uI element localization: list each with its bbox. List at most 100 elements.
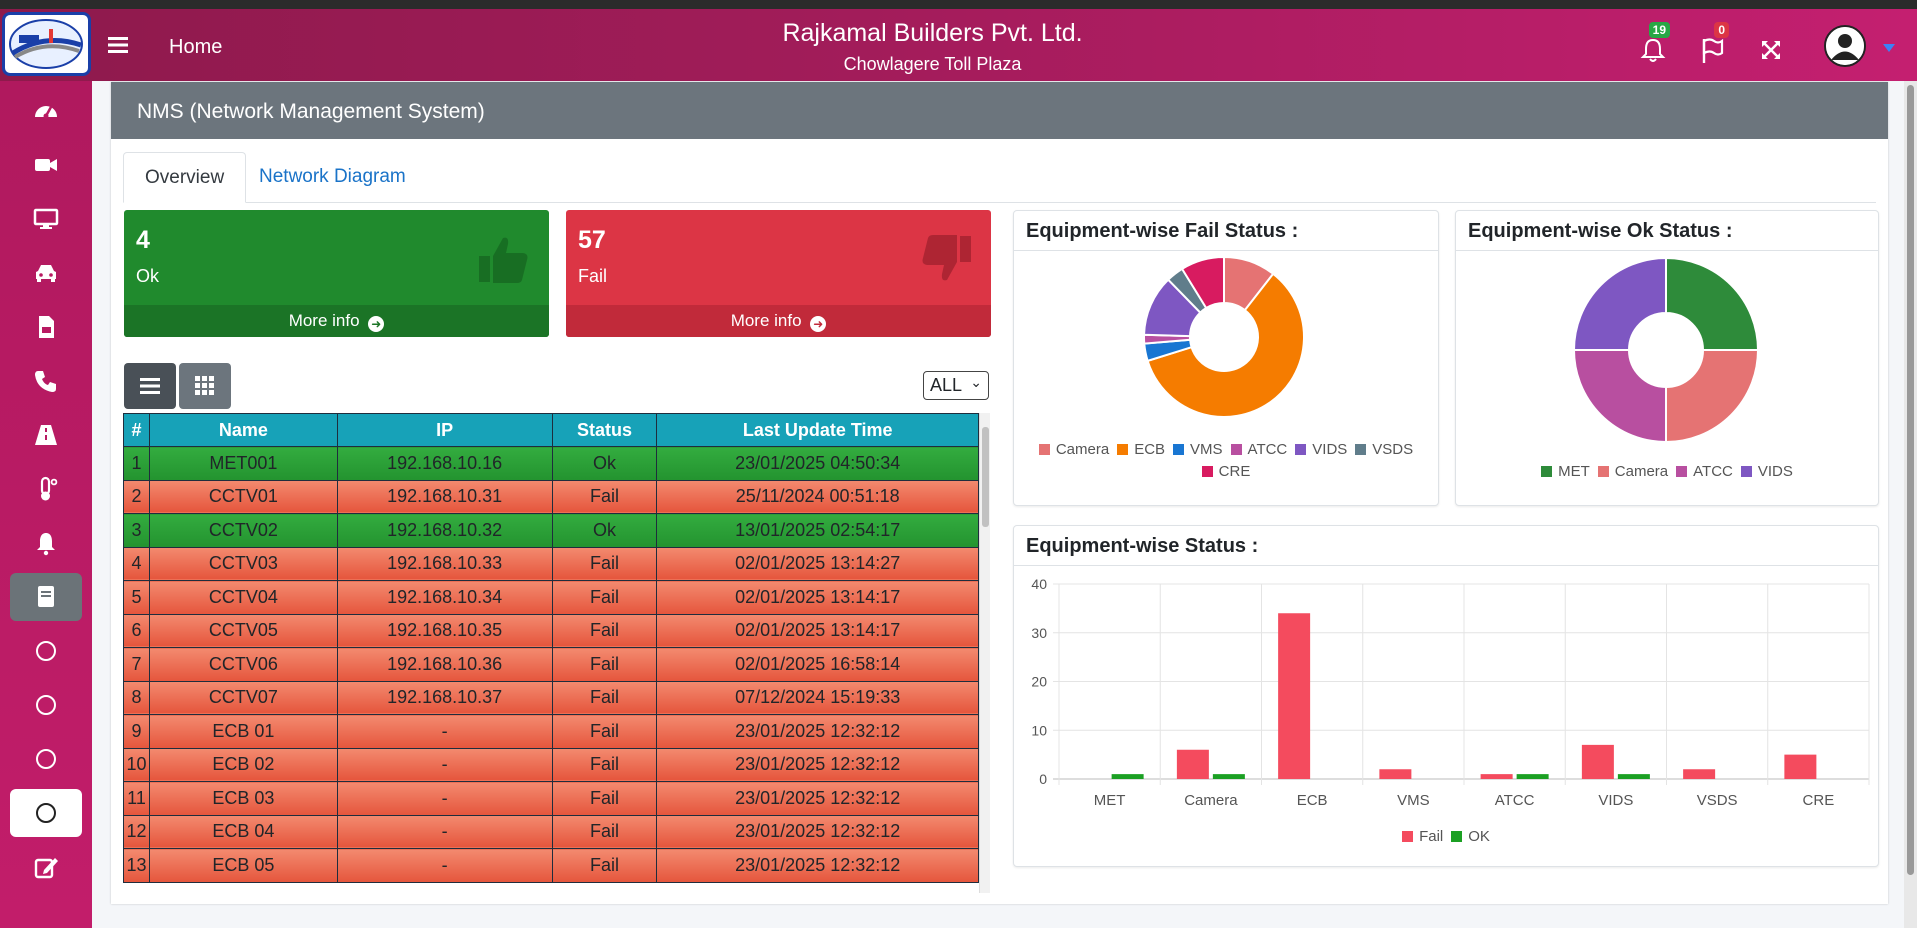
table-row[interactable]: 4 CCTV03 192.168.10.33 Fail 02/01/2025 13:14… [123,546,979,581]
cell-index: 9 [123,714,150,749]
legend-item-atcc[interactable]: ATCC [1230,439,1287,461]
bar-fail-vsds[interactable] [1683,769,1716,779]
user-menu-caret-icon[interactable] [1883,44,1895,52]
fail-more-info-link[interactable]: More info ➜ [566,305,991,337]
table-row[interactable]: 5 CCTV04 192.168.10.34 Fail 02/01/2025 13:14… [123,580,979,615]
sidebar-item-weather[interactable] [10,465,82,513]
cell-ip: - [336,814,553,849]
tab-network-diagram[interactable]: Network Diagram [259,166,406,187]
legend-swatch [1740,466,1752,477]
table-row[interactable]: 12 ECB 04- Fail 23/01/2025 12:32:12 [123,814,979,849]
sidebar-item-circle-4[interactable] [10,789,82,837]
legend-item-ok[interactable]: OK [1451,826,1490,848]
legend-item-ecb[interactable]: ECB [1117,439,1165,461]
col-header-ip[interactable]: IP [336,413,553,447]
page-scrollbar[interactable] [1904,81,1917,928]
sidebar-item-calls[interactable] [10,357,82,405]
bar-ok-camera[interactable] [1212,774,1245,779]
cell-status: Fail [551,781,658,816]
cell-status: Fail [551,714,658,749]
x-tick-label: ATCC [1495,792,1535,809]
table-row[interactable]: 9 ECB 01- Fail 23/01/2025 12:32:12 [123,714,979,749]
speedometer-icon [35,106,57,119]
table-row[interactable]: 11 ECB 03- Fail 23/01/2025 12:32:12 [123,781,979,816]
bar-fail-atcc[interactable] [1480,774,1513,779]
sidebar-item-reports[interactable] [10,303,82,351]
table-row[interactable]: 3 CCTV02 192.168.10.32 Ok 13/01/2025 02:54:1… [123,513,979,548]
cell-ip: 192.168.10.37 [336,680,553,715]
flags-button[interactable]: 0 [1695,22,1729,67]
notifications-button[interactable]: 19 [1636,22,1670,67]
bar-ok-met[interactable] [1111,774,1144,779]
sidebar-item-cctv[interactable] [10,141,82,189]
legend-item-vids[interactable]: VIDS [1740,461,1793,483]
bar-fail-vids[interactable] [1581,744,1614,779]
legend-item-vsds[interactable]: VSDS [1355,439,1413,461]
pie-slice-ecb[interactable] [1146,272,1305,418]
legend-item-camera[interactable]: Camera [1038,439,1109,461]
pie-slice-met[interactable] [1665,257,1760,351]
company-logo[interactable] [2,12,91,76]
ok-more-info-link[interactable]: More info ➜ [124,305,549,337]
legend-item-met[interactable]: MET [1541,461,1590,483]
sidebar-item-monitor[interactable] [10,195,82,243]
legend-swatch [1676,466,1688,477]
status-filter-select[interactable]: ALL ⌄ [923,371,989,400]
home-link[interactable]: Home [169,36,223,58]
sidebar-item-circle-2[interactable] [10,681,82,729]
sidebar-item-circle-1[interactable] [10,627,82,675]
table-row[interactable]: 1 MET001 192.168.10.16 Ok 23/01/2025 04:50:3… [123,446,979,481]
menu-toggle-icon[interactable] [108,35,128,59]
pie-slice-cre[interactable] [1180,257,1225,310]
sidebar-item-dashboard[interactable] [10,87,82,135]
pie-slice-vids[interactable] [1572,257,1667,351]
user-avatar[interactable] [1824,25,1866,67]
bar-fail-cre[interactable] [1784,754,1817,779]
table-scrollbar[interactable] [979,413,990,893]
cell-last-update: 02/01/2025 13:14:17 [656,613,979,648]
cell-ip: 192.168.10.34 [336,580,553,615]
fullscreen-button[interactable] [1754,33,1788,67]
page-scrollbar-thumb[interactable] [1907,85,1914,875]
table-row[interactable]: 7 CCTV06 192.168.10.36 Fail 02/01/2025 16:58… [123,647,979,682]
table-row[interactable]: 2 CCTV01 192.168.10.31 Fail 25/11/2024 00:51… [123,479,979,514]
legend-swatch [1451,831,1463,842]
sidebar-item-alerts[interactable] [10,519,82,567]
pie-slice-atcc[interactable] [1572,349,1667,444]
legend-item-vms[interactable]: VMS [1173,439,1223,461]
grid-view-button[interactable] [179,363,231,409]
tab-overview[interactable]: Overview [123,152,247,203]
file-icon [39,316,54,338]
legend-item-atcc[interactable]: ATCC [1676,461,1733,483]
col-header-last-update[interactable]: Last Update Time [656,413,979,447]
table-row[interactable]: 13 ECB 05- Fail 23/01/2025 12:32:12 [123,848,979,883]
table-row[interactable]: 10 ECB 02- Fail 23/01/2025 12:32:12 [123,747,979,782]
cell-last-update: 23/01/2025 12:32:12 [656,848,979,883]
sidebar-item-nms[interactable] [10,573,82,621]
table-row[interactable]: 8 CCTV07 192.168.10.37 Fail 07/12/2024 15:19… [123,680,979,715]
sidebar-item-vehicles[interactable] [10,249,82,297]
sidebar-item-circle-3[interactable] [10,735,82,783]
bar-ok-vids[interactable] [1617,774,1650,779]
bar-fail-ecb[interactable] [1278,613,1311,779]
list-view-button[interactable] [124,363,176,409]
bar-ok-atcc[interactable] [1516,774,1549,779]
table-row[interactable]: 6 CCTV05 192.168.10.35 Fail 02/01/2025 13:14… [123,613,979,648]
legend-label: Fail [1419,828,1444,845]
sidebar-item-edit[interactable] [10,843,82,891]
pie-slice-camera[interactable] [1665,349,1760,444]
legend-item-vids[interactable]: VIDS [1295,439,1347,461]
sidebar-item-road[interactable] [10,411,82,459]
col-header-status[interactable]: Status [551,413,658,447]
legend-item-camera[interactable]: Camera [1597,461,1668,483]
desktop-icon [33,208,59,229]
col-header-index[interactable]: # [123,413,150,447]
table-scrollbar-thumb[interactable] [982,427,989,527]
col-header-name[interactable]: Name [148,413,338,447]
legend-item-cre[interactable]: CRE [1201,461,1250,483]
legend-item-fail[interactable]: Fail [1402,826,1443,848]
bar-fail-vms[interactable] [1379,769,1412,779]
legend-swatch [1173,444,1185,455]
bar-fail-camera[interactable] [1176,749,1209,779]
equipment-status-panel: Equipment-wise Status : 0 10 20 30 40 MET Came… [1013,525,1879,867]
